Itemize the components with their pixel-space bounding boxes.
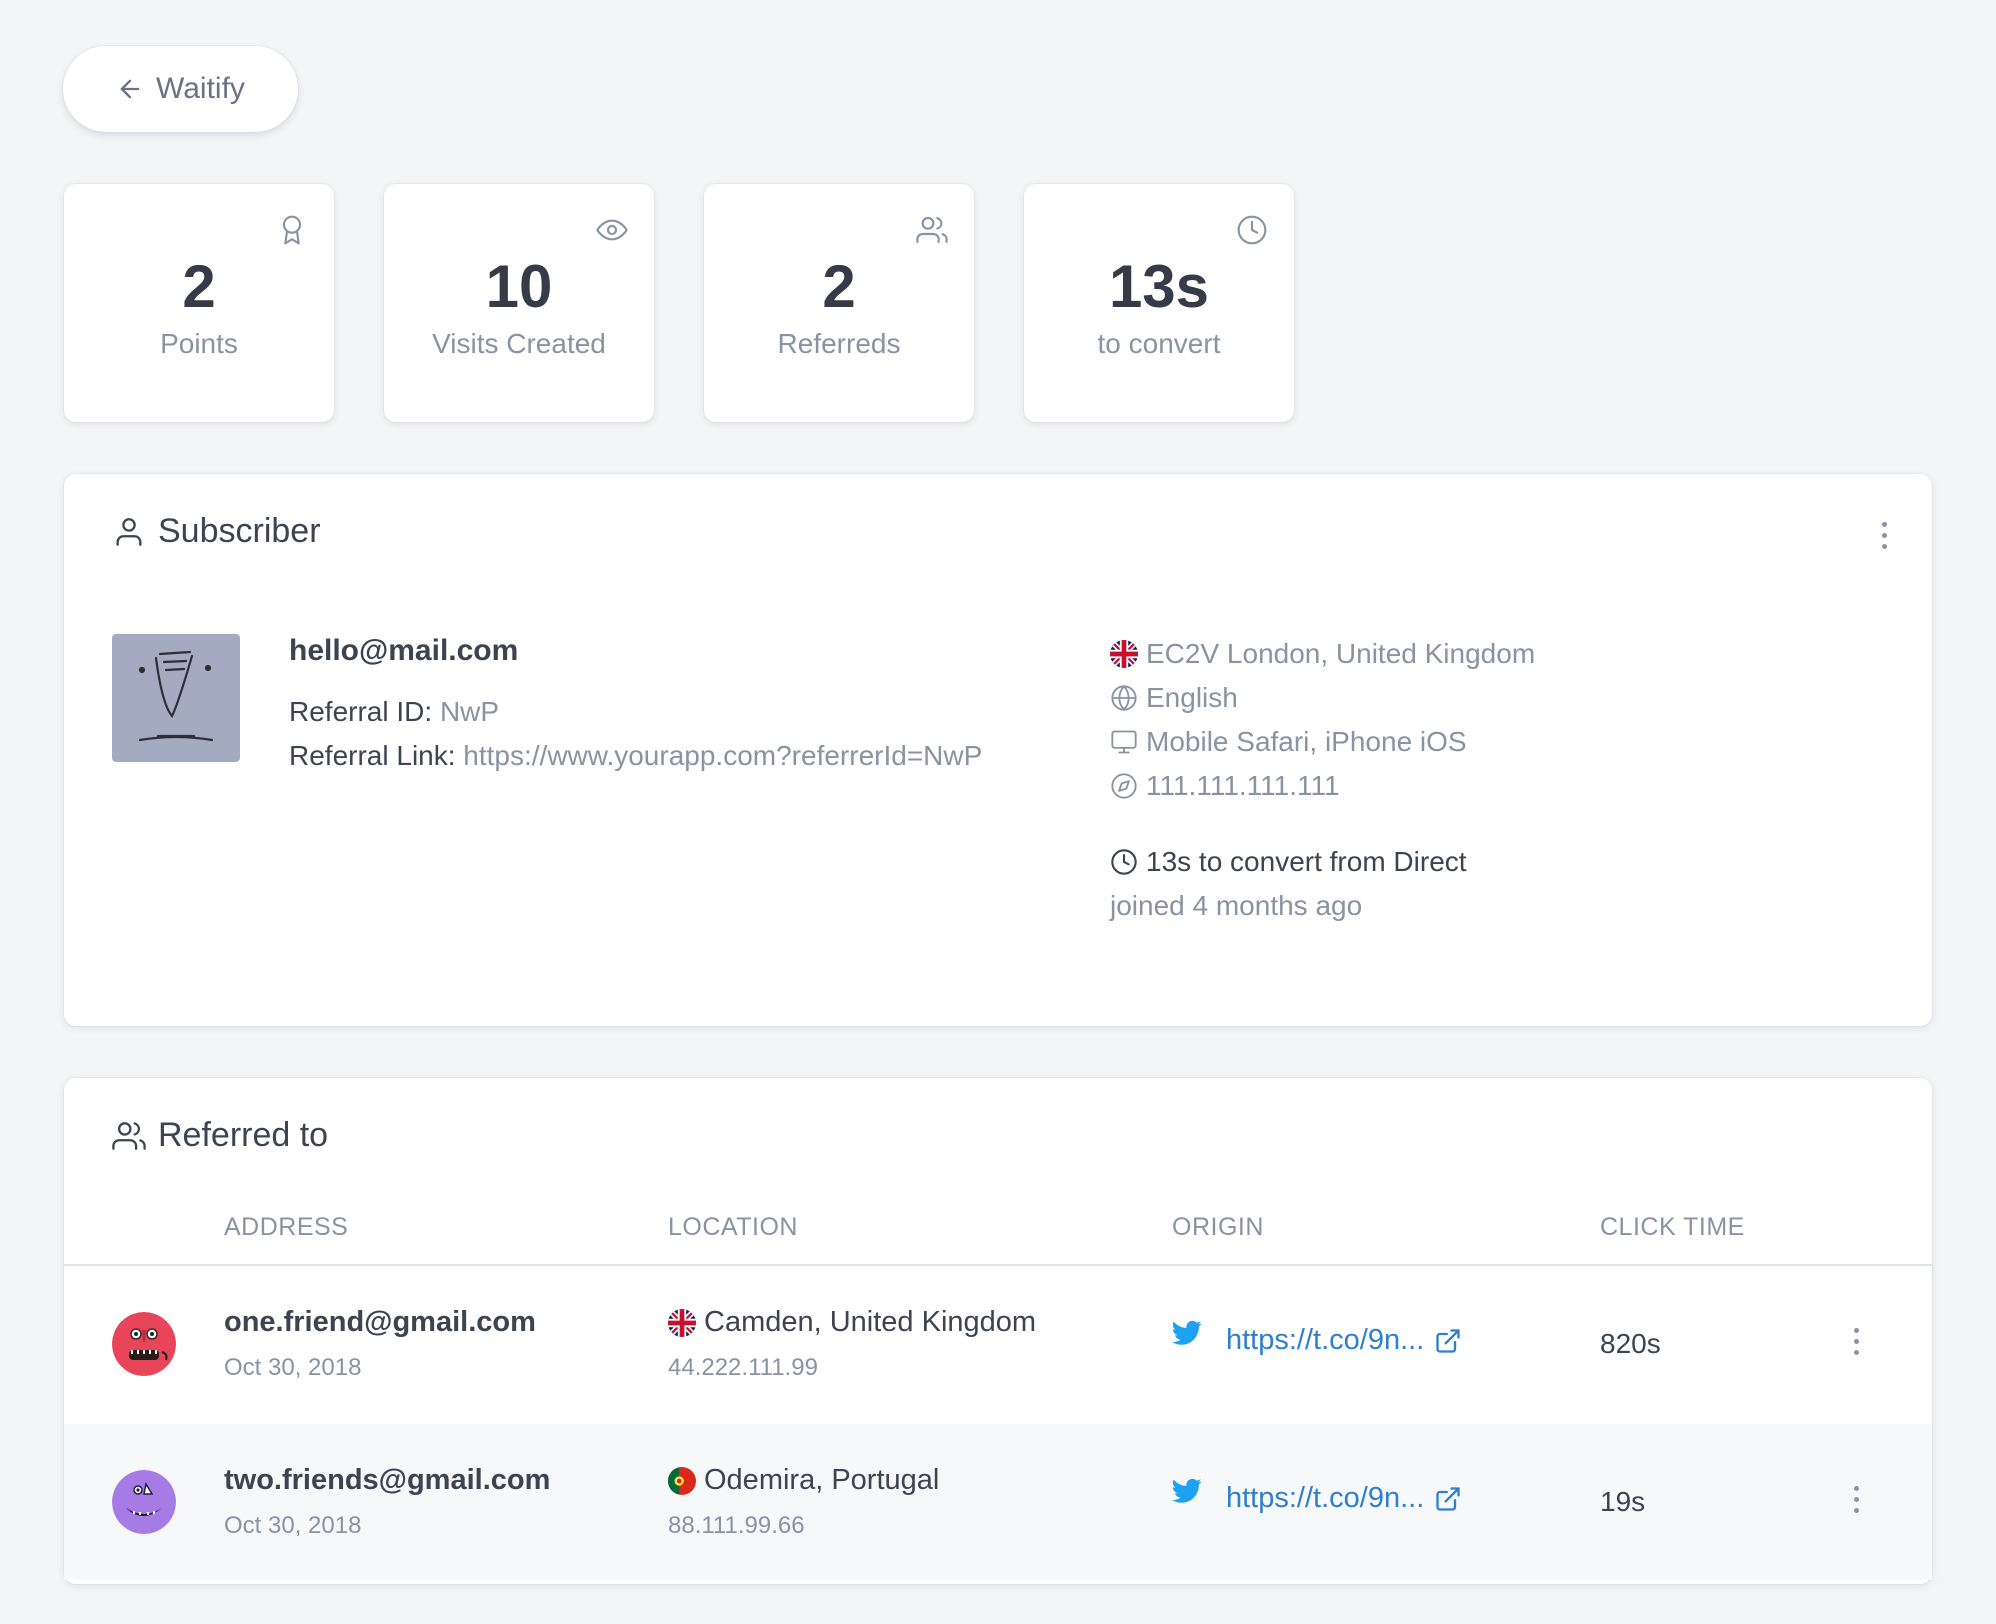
location-text: EC2V London, United Kingdom <box>1146 638 1536 669</box>
subscriber-device: Mobile Safari, iPhone iOS <box>1110 726 1467 758</box>
referral-email: one.friend@gmail.com <box>224 1306 536 1338</box>
referral-ip: 44.222.111.99 <box>668 1354 818 1381</box>
referral-link-label: Referral Link: <box>289 740 456 771</box>
column-header-address[interactable]: ADDRESS <box>224 1213 349 1241</box>
uk-flag-icon <box>1110 640 1138 668</box>
stat-value: 2 <box>822 253 856 320</box>
clock-icon <box>1111 849 1137 875</box>
back-button[interactable]: Waitify <box>63 46 298 132</box>
users-icon <box>916 216 948 244</box>
subscriber-heading: Subscriber <box>112 512 321 551</box>
subscriber-convert-time: 13s to convert from Direct <box>1110 846 1467 878</box>
uk-flag-icon <box>668 1308 696 1337</box>
device-text: Mobile Safari, iPhone iOS <box>1146 726 1467 757</box>
referral-location: Odemira, Portugal <box>668 1464 939 1497</box>
origin-link-text: https://t.co/9n... <box>1226 1482 1425 1514</box>
stat-value: 10 <box>485 253 553 320</box>
table-row[interactable]: one.friend@gmail.com Oct 30, 2018 Camden… <box>64 1266 1932 1422</box>
column-header-click-time[interactable]: CLICK TIME <box>1600 1213 1745 1241</box>
table-row[interactable]: two.friends@gmail.com Oct 30, 2018 Odemi… <box>64 1424 1932 1580</box>
stat-label: to convert <box>1097 328 1221 359</box>
table-divider <box>64 1264 1932 1266</box>
subscriber-joined: joined 4 months ago <box>1110 890 1362 922</box>
click-time: 19s <box>1600 1486 1646 1517</box>
users-icon <box>112 1121 146 1150</box>
subscriber-title: Subscriber <box>158 512 321 550</box>
eye-icon <box>596 219 628 241</box>
stat-card-referreds: 2 Referreds <box>704 184 974 422</box>
subscriber-more-menu[interactable] <box>1878 522 1890 554</box>
referred-title: Referred to <box>158 1116 329 1154</box>
external-link-icon <box>1436 1486 1460 1511</box>
column-header-location[interactable]: LOCATION <box>668 1213 798 1241</box>
referral-id-label: Referral ID: <box>289 696 433 727</box>
clock-icon <box>1237 215 1267 245</box>
referral-id-value: NwP <box>439 696 500 727</box>
referral-link-value[interactable]: https://www.yourapp.com?referrerId=NwP <box>463 740 983 771</box>
convert-text: 13s to convert from Direct <box>1146 846 1467 877</box>
stat-label: Visits Created <box>432 328 606 359</box>
twitter-icon <box>1172 1320 1202 1345</box>
origin-link[interactable]: https://t.co/9n... <box>1226 1324 1462 1357</box>
monitor-icon <box>1111 730 1137 754</box>
referral-date: Oct 30, 2018 <box>224 1512 362 1539</box>
referral-avatar <box>112 1312 176 1376</box>
stat-card-points: 2 Points <box>64 184 334 422</box>
referral-avatar <box>112 1470 176 1534</box>
subscriber-avatar <box>112 634 240 762</box>
referral-date: Oct 30, 2018 <box>224 1354 362 1381</box>
row-more-menu[interactable] <box>1850 1328 1862 1360</box>
compass-icon <box>1111 773 1137 799</box>
stat-label: Referreds <box>777 328 901 359</box>
location-text: Camden, United Kingdom <box>704 1306 1037 1338</box>
row-more-menu[interactable] <box>1850 1486 1862 1518</box>
referral-ip: 88.111.99.66 <box>668 1512 805 1539</box>
language-text: English <box>1146 682 1238 713</box>
location-text: Odemira, Portugal <box>704 1464 940 1496</box>
subscriber-language: English <box>1110 682 1238 714</box>
user-icon <box>116 517 142 546</box>
external-link-icon <box>1436 1328 1460 1353</box>
subscriber-email: hello@mail.com <box>289 634 519 667</box>
back-button-label: Waitify <box>156 72 245 105</box>
referral-email: two.friends@gmail.com <box>224 1464 551 1496</box>
referral-id: Referral ID: NwP <box>289 696 499 728</box>
click-time: 820s <box>1600 1328 1661 1359</box>
arrow-left-icon <box>120 79 140 99</box>
stat-value: 2 <box>182 253 216 320</box>
stat-label: Points <box>160 328 238 359</box>
twitter-icon <box>1172 1478 1202 1503</box>
subscriber-location: EC2V London, United Kingdom <box>1110 638 1535 670</box>
origin-link-text: https://t.co/9n... <box>1226 1324 1425 1356</box>
subscriber-card <box>64 474 1932 1026</box>
referral-location: Camden, United Kingdom <box>668 1306 1036 1339</box>
stat-value: 13s <box>1108 253 1210 320</box>
ip-text: 111.111.111.111 <box>1146 770 1340 801</box>
origin-link[interactable]: https://t.co/9n... <box>1226 1482 1462 1515</box>
referral-link: Referral Link: https://www.yourapp.com?r… <box>289 740 982 772</box>
referred-heading: Referred to <box>112 1116 328 1155</box>
globe-icon <box>1111 684 1137 712</box>
award-icon <box>282 215 302 245</box>
stat-card-convert: 13s to convert <box>1024 184 1294 422</box>
stat-card-visits: 10 Visits Created <box>384 184 654 422</box>
column-header-origin[interactable]: ORIGIN <box>1172 1213 1264 1241</box>
joined-text: joined 4 months ago <box>1110 890 1363 921</box>
subscriber-ip: 111.111.111.111 <box>1110 770 1340 802</box>
portugal-flag-icon <box>668 1466 696 1495</box>
